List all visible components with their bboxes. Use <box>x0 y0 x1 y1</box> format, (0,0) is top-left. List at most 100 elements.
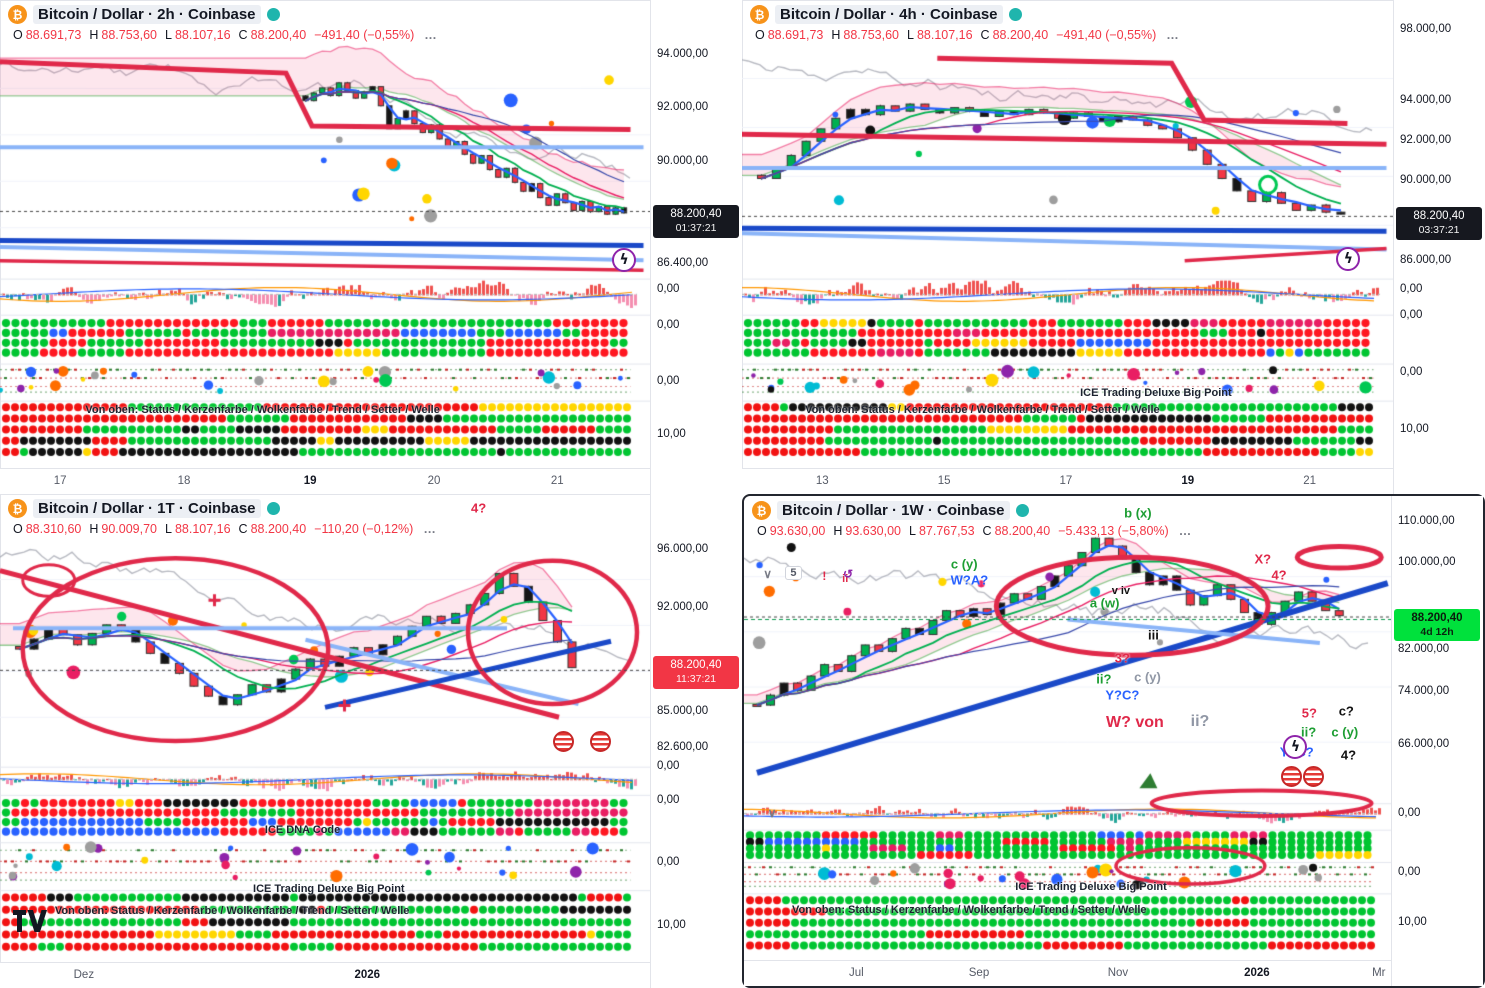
time-tick: 17 <box>1059 475 1073 487</box>
high-label: H <box>833 524 843 538</box>
price-tick: 82.600,00 <box>657 740 709 753</box>
indicator-tick: 10,00 <box>1400 422 1429 435</box>
low-value: 88.107,16 <box>916 28 973 42</box>
wave-label: 4? <box>1271 567 1287 583</box>
symbol-title[interactable]: Bitcoin / Dollar · 4h · Coinbase <box>775 5 1003 24</box>
time-axis[interactable]: Jul Sep Nov 2026 Mr <box>744 960 1483 986</box>
time-tick: 21 <box>1303 475 1317 487</box>
price-chart-2h[interactable] <box>0 0 650 494</box>
indicator-tick: 0,00 <box>1398 865 1421 878</box>
symbol-title[interactable]: Bitcoin / Dollar · 2h · Coinbase <box>33 5 261 24</box>
last-price-value: 88.200,40 <box>670 208 722 220</box>
collapse-indicator-button[interactable]: ∨ <box>763 566 772 581</box>
time-tick: 20 <box>427 475 441 487</box>
change-value: −491,40 (−0,55%) <box>314 28 415 42</box>
open-label: O <box>757 524 767 538</box>
time-tick: 19 <box>303 475 317 487</box>
high-value: 88.753,60 <box>843 28 899 42</box>
last-price-value: 88.200,40 <box>1411 611 1463 624</box>
symbol-title[interactable]: Bitcoin / Dollar · 1T · Coinbase <box>33 499 261 518</box>
close-value: 88.200,40 <box>250 522 307 536</box>
close-label: C <box>980 28 990 42</box>
price-tick: 74.000,00 <box>1398 684 1450 697</box>
collapse-pane-button[interactable]: ∨ <box>767 805 777 820</box>
bitcoin-icon: ₿ <box>750 5 769 24</box>
chart-panel-1d[interactable]: ₿ Bitcoin / Dollar · 1T · Coinbase O 88.3… <box>0 494 742 988</box>
price-axis[interactable]: 96.000,00 92.000,00 85.000,00 82.600,00 … <box>650 494 742 988</box>
open-value: 93.630,00 <box>769 524 826 538</box>
indicator-tick: 0,00 <box>1400 365 1423 378</box>
time-tick: Jul <box>848 967 864 979</box>
close-label: C <box>982 524 992 538</box>
price-axis[interactable]: 110.000,00 100.000,00 82.000,00 74.000,0… <box>1391 496 1483 986</box>
low-value: 88.107,16 <box>174 522 231 536</box>
price-tick: 66.000,00 <box>1398 737 1450 750</box>
indicator-count[interactable]: 5 <box>785 565 802 580</box>
open-value: 88.691,73 <box>767 28 824 42</box>
low-label: L <box>908 524 916 538</box>
chart-panel-2h[interactable]: ₿ Bitcoin / Dollar · 2h · Coinbase O 88.6… <box>0 0 742 494</box>
price-tick: 90.000,00 <box>657 155 709 168</box>
indicator-tick: 0,00 <box>657 319 680 332</box>
low-value: 87.767,53 <box>918 524 975 538</box>
indicator-caption: ICE Trading Deluxe Big Point <box>1080 387 1232 400</box>
time-axis[interactable]: 17 18 19 20 21 <box>0 468 742 494</box>
more-button[interactable]: … <box>1178 524 1192 538</box>
time-tick: 18 <box>177 475 191 487</box>
exchange-icon <box>1015 504 1029 517</box>
indicator-caption: Von oben: Status / Kerzenfarbe / Wolkenf… <box>54 905 410 917</box>
time-tick: Mr <box>1372 967 1386 979</box>
symbol-title[interactable]: Bitcoin / Dollar · 1W · Coinbase <box>777 501 1010 520</box>
time-axis[interactable]: 13 15 17 19 21 <box>742 468 1485 494</box>
wave-label: W? von <box>1106 714 1164 732</box>
chart-header: ₿ Bitcoin / Dollar · 1T · Coinbase O 88.3… <box>8 499 436 536</box>
price-chart-1w[interactable] <box>744 496 1391 986</box>
indicator-caption: Von oben: Status / Kerzenfarbe / Wolkenf… <box>85 404 440 417</box>
open-value: 88.310,60 <box>25 522 82 536</box>
wave-label: 4? <box>470 500 487 516</box>
ohlc-row: O 88.310,60 H 90.009,70 L 88.107,16 C 88.200… <box>8 522 436 536</box>
wave-label: c (y) <box>950 556 978 572</box>
chart-header: ₿ Bitcoin / Dollar · 4h · Coinbase O 88.6… <box>750 5 1179 42</box>
time-tick: 21 <box>550 475 564 487</box>
chart-panel-4h[interactable]: ₿ Bitcoin / Dollar · 4h · Coinbase O 88.6… <box>742 0 1485 494</box>
price-tick: 92.000,00 <box>657 101 709 114</box>
price-chart-1d[interactable] <box>0 494 650 988</box>
price-tick: 92.000,00 <box>1400 133 1452 146</box>
more-button[interactable]: … <box>423 522 436 536</box>
price-tick: 92.000,00 <box>657 601 709 614</box>
more-button[interactable]: … <box>1166 28 1179 42</box>
last-price-value: 88.200,40 <box>1413 210 1465 223</box>
wave-label: c? <box>1338 703 1354 719</box>
chart-panel-1w-selected[interactable]: ₿ Bitcoin / Dollar · 1W · Coinbase O 93.6… <box>742 494 1485 988</box>
time-tick: Nov <box>1107 967 1129 979</box>
indicator-caption: Von oben: Status / Kerzenfarbe / Wolkenf… <box>805 404 1160 417</box>
close-value: 88.200,40 <box>994 524 1051 538</box>
indicator-caption: ICE DNA Code <box>264 823 341 836</box>
time-axis[interactable]: Dez 2026 <box>0 962 742 988</box>
time-tick: Dez <box>73 969 95 981</box>
change-value: −491,40 (−0,55%) <box>1056 28 1157 42</box>
indicator-tick: 10,00 <box>1398 916 1427 929</box>
tradingview-logo[interactable] <box>13 910 49 934</box>
bitcoin-icon: ₿ <box>8 5 27 24</box>
price-axis[interactable]: 94.000,00 92.000,00 90.000,00 86.400,00 … <box>650 0 742 494</box>
change-value: −5.433,13 (−5,80%) <box>1058 524 1169 538</box>
indicator-tick: 0,00 <box>657 282 680 295</box>
wave-label: ii? <box>1096 671 1112 687</box>
price-tick: 98.000,00 <box>1400 23 1452 36</box>
price-tick: 90.000,00 <box>1400 173 1452 186</box>
indicator-tick: 0,00 <box>657 856 680 869</box>
wave-label: b (x) <box>1124 505 1152 521</box>
close-label: C <box>238 522 248 536</box>
more-button[interactable]: … <box>424 28 437 42</box>
price-axis[interactable]: 98.000,00 94.000,00 92.000,00 90.000,00 … <box>1393 0 1485 494</box>
price-chart-4h[interactable] <box>742 0 1393 494</box>
lightning-icon: ϟ <box>1283 735 1308 760</box>
wave-label: c (y) <box>1134 669 1161 685</box>
last-price-badge: 88.200,40 03:37:21 <box>1396 207 1482 241</box>
price-tick: 94.000,00 <box>657 47 709 60</box>
ohlc-row: O 88.691,73 H 88.753,60 L 88.107,16 C 88.200… <box>750 28 1179 42</box>
price-tick: 96.000,00 <box>657 542 709 555</box>
high-label: H <box>89 522 99 536</box>
